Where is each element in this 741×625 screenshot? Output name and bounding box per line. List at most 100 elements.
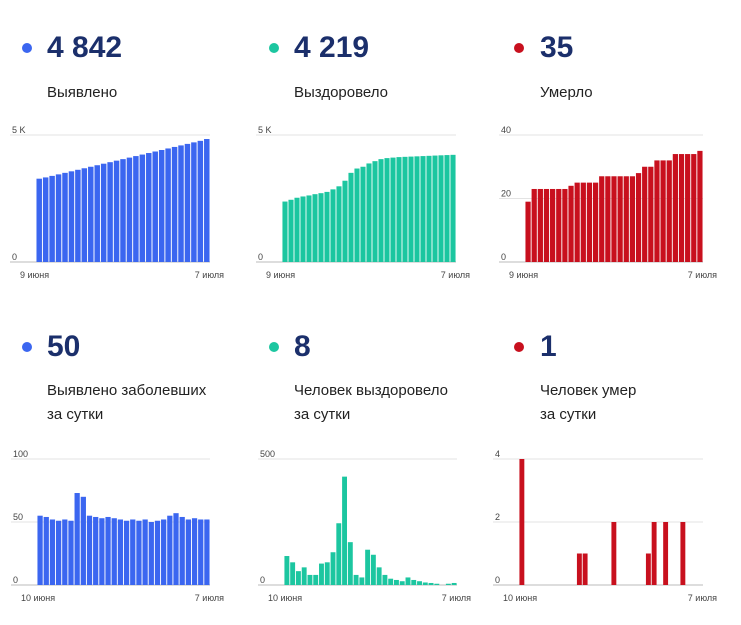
bar [80,496,86,585]
bar [550,188,556,262]
chart-deaths-total: 0 20 40 9 июня 7 июля [499,125,717,280]
stat-value: 8 [294,330,311,363]
bar [330,189,336,262]
y-tick-label: 0 [12,252,17,262]
bar [86,515,93,585]
stat-cases-total: 4 842 Выявлено [0,0,247,310]
bar [568,185,574,262]
stat-label-line-1: Выявлено заболевших [47,382,207,399]
bar [62,172,68,262]
bar [678,154,685,262]
bar [414,156,420,262]
bar [697,150,703,263]
bar [388,578,394,585]
bar [75,169,81,262]
bar [142,519,148,585]
bar [324,562,330,585]
bar [179,516,185,585]
y-tick-label: 0 [260,575,265,585]
stat-label-line-1: Человек выздоровело [294,382,448,399]
y-tick-label: 5 K [258,125,272,135]
bar [680,522,686,585]
bar [438,155,444,262]
bar [372,161,378,262]
y-tick-label: 50 [13,512,23,522]
x-tick-label-start: 9 июня [20,270,49,280]
stat-deaths-total: 35 Умерло [494,0,741,310]
series-dot-icon [269,342,279,352]
y-tick-label: 0 [495,575,500,585]
x-tick-label-end: 7 июля [688,270,717,280]
y-tick-label: 0 [501,252,506,262]
bar [376,567,382,585]
stat-label-line-2: за сутки [294,406,351,423]
bar [611,176,617,262]
bar [107,162,113,262]
bar [43,516,49,585]
bar [99,518,105,585]
series-dot-icon [269,43,279,53]
bar [300,196,306,262]
bar [405,577,411,585]
bar [204,139,210,262]
bar [152,151,158,262]
bar [290,562,296,585]
chart-cases-daily: 0 50 100 10 июня 7 июля [11,449,224,603]
x-tick-label-start: 9 июня [266,270,295,280]
bar [396,157,402,262]
bar [68,171,75,262]
bar [635,173,642,262]
bar [307,574,313,585]
y-tick-label: 4 [495,449,500,459]
bar [178,145,184,262]
bar [37,515,43,585]
bar [354,168,360,262]
bar [173,513,179,585]
chart-recovered-total: 0 5 K 9 июня 7 июля [256,125,470,280]
bar [55,174,62,262]
bar [537,188,543,262]
bar [417,581,422,585]
y-tick-label: 2 [495,512,500,522]
bar [49,519,56,585]
stat-value: 4 219 [294,31,370,64]
bar [93,516,99,585]
bar [384,158,390,262]
bar [167,515,173,585]
bar [672,154,678,262]
bar [62,519,68,585]
series-dot-icon [22,342,32,352]
x-tick-label-start: 9 июня [509,270,538,280]
stat-value: 4 842 [47,31,123,64]
bar [88,166,94,262]
bar [161,519,167,585]
bar [136,520,142,585]
bar [184,143,191,262]
bar [165,148,171,262]
bar [284,556,290,585]
bar [359,577,365,585]
stat-label: Выявлено [47,84,118,101]
x-tick-label-end: 7 июля [441,270,470,280]
bar [663,522,669,585]
bar [313,574,319,585]
stat-value: 35 [540,31,574,64]
chart-cases-total: 0 5 K 9 июня 7 июля [10,125,224,280]
bar [390,157,396,262]
bar [382,574,388,585]
bar [94,165,100,262]
bar [629,176,636,262]
bar [342,476,347,585]
stat-recovered-daily: 8 Человек выздоровело за сутки [247,320,494,625]
bar [378,159,384,262]
bar [56,520,62,585]
bar [49,175,55,262]
bar [445,583,451,585]
bar [81,168,88,262]
stat-label: Умерло [540,84,593,101]
bar [312,194,318,262]
bar [592,182,599,263]
bar [360,166,366,262]
bar [543,188,550,262]
bar [426,155,432,262]
